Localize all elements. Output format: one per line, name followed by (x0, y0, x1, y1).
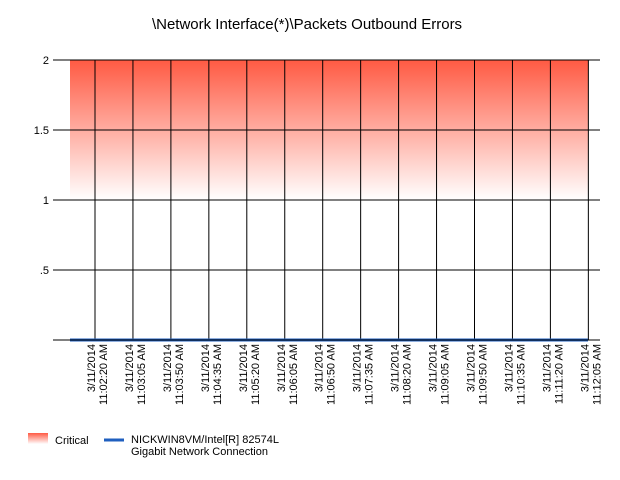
x-tick-label-0-line2: 11:02:20 AM (98, 344, 110, 405)
x-tick-label-13-line2: 11:12:05 AM (591, 344, 603, 405)
x-tick-label-5-line1: 3/11/2014 (276, 344, 288, 392)
x-tick-label-11: 3/11/2014 11:10:35 AM (503, 344, 527, 405)
x-tick-label-8-line2: 11:08:20 AM (402, 344, 414, 405)
x-tick-label-13: 3/11/2014 11:12:05 AM (579, 344, 603, 405)
x-tick-label-9: 3/11/2014 11:09:05 AM (428, 344, 452, 405)
x-tick-label-7: 3/11/2014 11:07:35 AM (352, 344, 376, 405)
x-tick-label-6-line2: 11:06:50 AM (326, 344, 338, 405)
x-tick-label-13-line1: 3/11/2014 (579, 344, 591, 392)
x-tick-label-12: 3/11/2014 11:11:20 AM (541, 344, 565, 404)
y-tick-label-3: .5 (40, 265, 49, 277)
x-tick-label-9-line1: 3/11/2014 (428, 344, 440, 392)
y-tick-label-0: 2 (43, 55, 49, 67)
x-tick-label-3-line2: 11:04:35 AM (212, 344, 224, 405)
legend: Critical NICKWIN8VM/Intel[R] 82574L Giga… (28, 433, 282, 458)
x-tick-label-2-line2: 11:03:50 AM (174, 344, 186, 405)
x-tick-label-1-line2: 11:03:05 AM (136, 344, 148, 405)
x-tick-label-8-line1: 3/11/2014 (390, 344, 402, 392)
x-tick-label-7-line1: 3/11/2014 (352, 344, 364, 392)
x-tick-label-10-line2: 11:09:50 AM (478, 344, 490, 405)
chart-title: \Network Interface(*)\Packets Outbound E… (152, 16, 462, 33)
legend-swatch-critical (28, 433, 48, 444)
x-tick-label-11-line1: 3/11/2014 (503, 344, 515, 392)
x-tick-label-5-line2: 11:06:05 AM (288, 344, 300, 405)
x-tick-label-7-line2: 11:07:35 AM (364, 344, 376, 405)
x-tick-label-11-line2: 11:10:35 AM (515, 344, 527, 405)
legend-label-critical: Critical (55, 435, 89, 447)
x-tick-label-4: 3/11/2014 11:05:20 AM (238, 344, 262, 405)
x-tick-label-5: 3/11/2014 11:06:05 AM (276, 344, 300, 405)
x-tick-label-1-line1: 3/11/2014 (124, 344, 136, 392)
x-tick-label-4-line2: 11:05:20 AM (250, 344, 262, 405)
x-tick-label-10-line1: 3/11/2014 (466, 344, 478, 392)
y-tick-label-1: 1.5 (34, 125, 49, 137)
x-tick-label-2: 3/11/2014 11:03:50 AM (162, 344, 186, 405)
x-tick-label-0: 3/11/2014 11:02:20 AM (86, 344, 110, 405)
x-tick-label-4-line1: 3/11/2014 (238, 344, 250, 392)
x-tick-label-1: 3/11/2014 11:03:05 AM (124, 344, 148, 405)
x-tick-label-3: 3/11/2014 11:04:35 AM (200, 344, 224, 405)
x-tick-label-2-line1: 3/11/2014 (162, 344, 174, 392)
x-tick-label-12-line1: 3/11/2014 (541, 344, 553, 392)
x-tick-label-12-line2: 11:11:20 AM (553, 344, 565, 404)
x-tick-label-9-line2: 11:09:05 AM (440, 344, 452, 405)
x-tick-label-6: 3/11/2014 11:06:50 AM (314, 344, 338, 405)
legend-label-nic: NICKWIN8VM/Intel[R] 82574L Gigabit Netwo… (131, 434, 282, 458)
x-tick-label-10: 3/11/2014 11:09:50 AM (466, 344, 490, 405)
legend-label-nic-line2: Gigabit Network Connection (131, 446, 268, 458)
x-tick-label-3-line1: 3/11/2014 (200, 344, 212, 392)
y-tick-label-2: 1 (43, 195, 49, 207)
legend-label-nic-line1: NICKWIN8VM/Intel[R] 82574L (131, 434, 279, 446)
x-tick-label-6-line1: 3/11/2014 (314, 344, 326, 392)
x-tick-label-8: 3/11/2014 11:08:20 AM (390, 344, 414, 405)
x-tick-label-0-line1: 3/11/2014 (86, 344, 98, 392)
